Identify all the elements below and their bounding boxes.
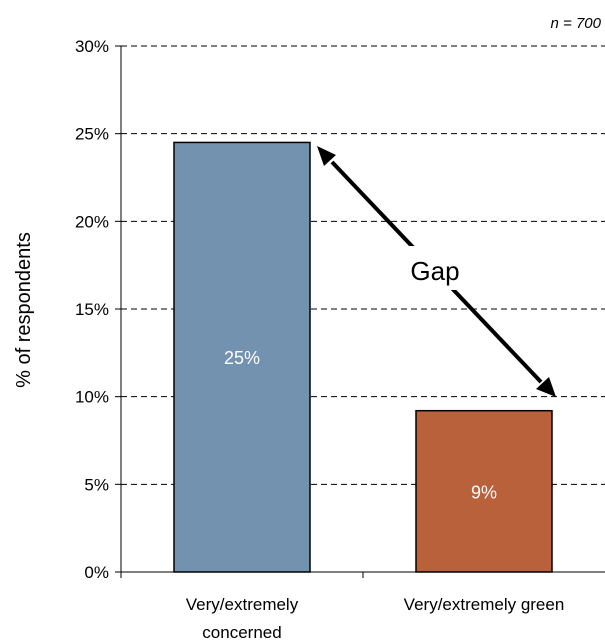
- axes: [115, 45, 605, 578]
- labels: 0% 5% 10% 15% 20% 25% 30% 25% Very/extremely conc…: [75, 37, 564, 642]
- gap-arrowhead-bottom: [536, 377, 556, 397]
- sample-size-note: n = 700: [551, 15, 602, 32]
- gap-label: Gap: [410, 256, 459, 286]
- y-tick-label: 5%: [84, 475, 109, 494]
- gap-arrowhead-top: [317, 146, 336, 166]
- y-tick-label: 0%: [84, 563, 109, 582]
- x-category-label: concerned: [202, 623, 281, 642]
- gap-annotation: Gap: [317, 146, 556, 397]
- y-tick-label: 20%: [75, 212, 109, 231]
- bars: [173, 141, 553, 573]
- y-tick-label: 25%: [75, 125, 109, 144]
- bar-data-label: 9%: [471, 482, 497, 502]
- y-tick-label: 30%: [75, 37, 109, 56]
- y-tick-label: 15%: [75, 300, 109, 319]
- gap-label-background: [393, 246, 477, 290]
- x-category-label: Very/extremely green: [404, 595, 565, 614]
- x-category-label: Very/extremely: [186, 595, 299, 614]
- y-axis-title: % of respondents: [13, 232, 35, 388]
- y-tick-label: 10%: [75, 388, 109, 407]
- bar-2: [415, 409, 553, 573]
- bar-data-label: 25%: [224, 348, 260, 368]
